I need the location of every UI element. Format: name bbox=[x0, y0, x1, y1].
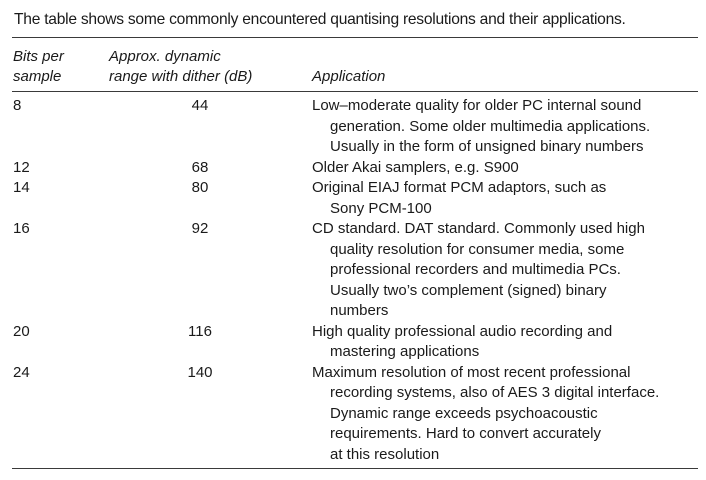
application-line: quality resolution for consumer media, s… bbox=[330, 240, 625, 258]
table-bottom-rule bbox=[12, 468, 698, 470]
application-line: recording systems, also of AES 3 digital… bbox=[330, 384, 660, 401]
application-cell: Older Akai samplers, e.g. S900 bbox=[312, 158, 700, 179]
bits-cell: 12 bbox=[13, 158, 30, 176]
application-line: requirements. Hard to convert accurately bbox=[330, 425, 601, 442]
table-row: 14 80 Original EIAJ format PCM adaptors, s… bbox=[0, 178, 706, 219]
application-line: Dynamic range exceeds psychoacoustic bbox=[330, 404, 598, 422]
bits-cell: 24 bbox=[13, 363, 30, 381]
header-dynamic-range: Approx. dynamic range with dither (dB) bbox=[109, 47, 252, 87]
bits-cell: 8 bbox=[13, 97, 22, 114]
table-row: 16 92 CD standard. DAT standard. Commonly … bbox=[0, 219, 706, 322]
application-line: numbers bbox=[330, 302, 389, 319]
bits-cell: 16 bbox=[13, 220, 30, 237]
header-bits-per-sample: Bits per sample bbox=[13, 47, 64, 87]
header-range-line-1: Approx. dynamic bbox=[109, 48, 221, 65]
dynamic-range-cell: 140 bbox=[187, 363, 213, 381]
application-line: mastering applications bbox=[330, 343, 480, 360]
table-row: 8 44 Low–moderate quality for older PC int… bbox=[0, 96, 706, 158]
application-cell: Original EIAJ format PCM adaptors, such … bbox=[312, 178, 700, 219]
application-line: Usually two’s complement (signed) binary bbox=[330, 281, 607, 299]
application-line: generation. Some older multimedia applic… bbox=[330, 117, 651, 135]
application-line: at this resolution bbox=[330, 445, 440, 463]
application-line: CD standard. DAT standard. Commonly used… bbox=[312, 220, 645, 237]
header-bits-line-1: Bits per bbox=[13, 48, 64, 65]
table-row: 12 68 Older Akai samplers, e.g. S900 bbox=[0, 158, 706, 179]
dynamic-range-cell: 68 bbox=[191, 158, 209, 176]
application-line: Low–moderate quality for older PC intern… bbox=[312, 97, 642, 114]
application-cell: Maximum resolution of most recent profes… bbox=[312, 363, 700, 466]
dynamic-range-cell: 80 bbox=[191, 179, 209, 196]
dynamic-range-cell: 44 bbox=[191, 97, 209, 114]
table-top-rule bbox=[12, 37, 698, 39]
dynamic-range-cell: 92 bbox=[191, 220, 209, 237]
application-cell: High quality professional audio recordin… bbox=[312, 322, 700, 363]
bits-cell: 14 bbox=[13, 179, 30, 196]
application-line: Sony PCM-100 bbox=[330, 199, 432, 217]
application-line: Older Akai samplers, e.g. S900 bbox=[312, 158, 519, 176]
header-range-line-2: range with dither (dB) bbox=[109, 68, 253, 85]
application-line: Usually in the form of unsigned binary n… bbox=[330, 138, 644, 155]
table-body: 8 44 Low–moderate quality for older PC int… bbox=[0, 96, 706, 465]
application-cell: CD standard. DAT standard. Commonly used… bbox=[312, 219, 700, 322]
application-line: High quality professional audio recordin… bbox=[312, 322, 613, 340]
application-line: Original EIAJ format PCM adaptors, such … bbox=[312, 179, 607, 196]
table-row: 20 116 High quality professional audio rec… bbox=[0, 322, 706, 363]
header-bits-line-2: sample bbox=[13, 68, 62, 85]
application-line: professional recorders and multimedia PC… bbox=[330, 261, 621, 278]
dynamic-range-cell: 116 bbox=[188, 322, 212, 340]
table-row: 24 140 Maximum resolution of most recent p… bbox=[0, 363, 706, 466]
application-line: Maximum resolution of most recent profes… bbox=[312, 363, 631, 381]
bits-cell: 20 bbox=[13, 322, 30, 340]
table-header-rule bbox=[12, 91, 698, 92]
application-cell: Low–moderate quality for older PC intern… bbox=[312, 96, 700, 158]
table-caption: The table shows some commonly encountere… bbox=[14, 11, 626, 28]
header-application: Application bbox=[312, 68, 386, 85]
